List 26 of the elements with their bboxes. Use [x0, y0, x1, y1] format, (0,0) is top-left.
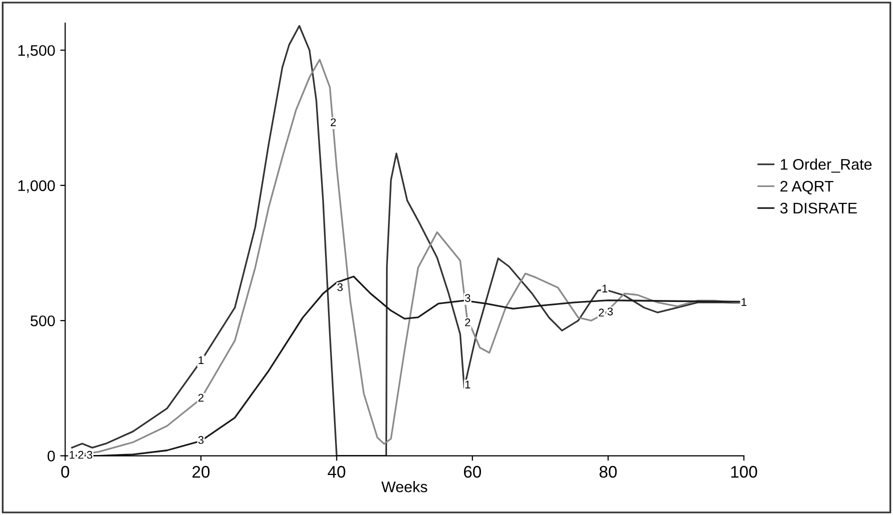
y-tick-label: 1,500	[18, 45, 55, 58]
annotation: 3	[608, 308, 613, 316]
legend-label: 1 Order_Rate	[780, 158, 872, 173]
annotation: 2	[330, 118, 336, 126]
y-tick-label: 0	[48, 450, 55, 462]
annotation: 1	[742, 298, 746, 306]
y-tick-label: 1,000	[18, 180, 55, 193]
x-tick-label: 80	[600, 466, 617, 478]
annotation: 1	[198, 356, 204, 364]
annotation: 1	[602, 284, 608, 292]
annotation: 2	[598, 308, 604, 316]
x-tick-label: 20	[192, 466, 210, 478]
x-tick-label: 60	[464, 466, 482, 478]
legend-label: 3 DISRATE	[780, 202, 857, 214]
annotation: 2	[78, 450, 84, 459]
x-tick-label: 0	[61, 466, 70, 478]
x-tick-label: 40	[328, 466, 346, 478]
legend-label: 2 AQRT	[780, 180, 834, 194]
y-tick-label: 500	[30, 315, 55, 326]
annotation: 1	[465, 380, 470, 388]
annotation: 2	[465, 318, 470, 326]
annotation: 3	[464, 294, 470, 302]
x-axis-title: Weeks	[381, 481, 428, 492]
annotation: 3	[337, 283, 343, 292]
annotation: 3	[86, 450, 92, 459]
x-tick-label: 100	[731, 466, 758, 478]
